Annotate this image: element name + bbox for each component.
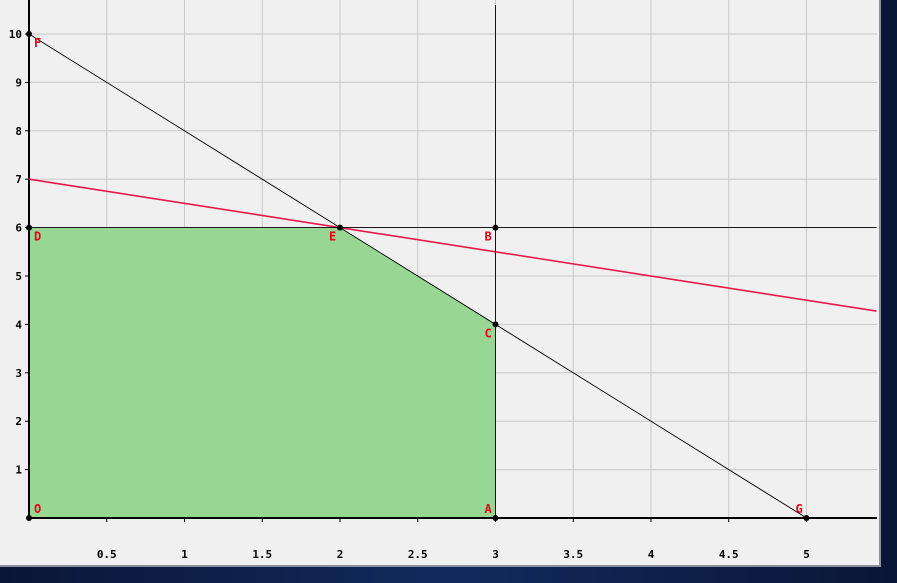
x-tick-label: 0.5 [97, 548, 117, 561]
y-tick-label: 8 [15, 125, 22, 138]
vertex-point-c [492, 321, 499, 328]
x-tick-label: 5 [803, 548, 810, 561]
constraint-line-2 [28, 178, 877, 312]
x-tick-label: 1 [181, 548, 188, 561]
x-tick-label: 2.5 [408, 548, 428, 561]
x-tick-label: 1.5 [252, 548, 272, 561]
y-tick-label: 7 [15, 173, 22, 186]
x-tick-label: 4.5 [719, 548, 739, 561]
vertex-point-g [803, 515, 810, 521]
vertex-point-o [26, 515, 32, 521]
vertex-label-g: G [796, 502, 803, 516]
vertex-point-b [492, 224, 499, 231]
y-tick-label: 3 [15, 367, 22, 380]
vertex-label-b: B [485, 230, 492, 244]
vertex-point-a [492, 515, 499, 521]
vertex-point-f [26, 31, 32, 37]
x-tick-label: 4 [648, 548, 655, 561]
vertex-label-d: D [34, 230, 41, 244]
y-tick-label: 5 [15, 270, 22, 283]
y-tick-label: 1 [15, 464, 22, 477]
y-tick-label: 6 [15, 222, 22, 235]
vertex-point-e [337, 224, 343, 231]
y-tick-label: 2 [15, 415, 22, 428]
x-tick-label: 2 [337, 548, 344, 561]
feasible-region [29, 227, 496, 518]
y-tick-label: 9 [15, 76, 22, 89]
y-tick-label: 10 [9, 28, 22, 41]
x-tick-label: 3.5 [563, 548, 583, 561]
vertex-label-f: F [34, 36, 41, 50]
vertex-label-o: O [34, 502, 41, 516]
vertex-label-a: A [485, 502, 493, 516]
y-tick-label: 4 [15, 318, 22, 331]
vertex-point-d [26, 224, 32, 231]
x-tick-label: 3 [492, 548, 499, 561]
constraint-line-1 [28, 33, 807, 519]
vertex-label-e: E [329, 230, 336, 244]
vertex-label-c: C [485, 326, 492, 340]
